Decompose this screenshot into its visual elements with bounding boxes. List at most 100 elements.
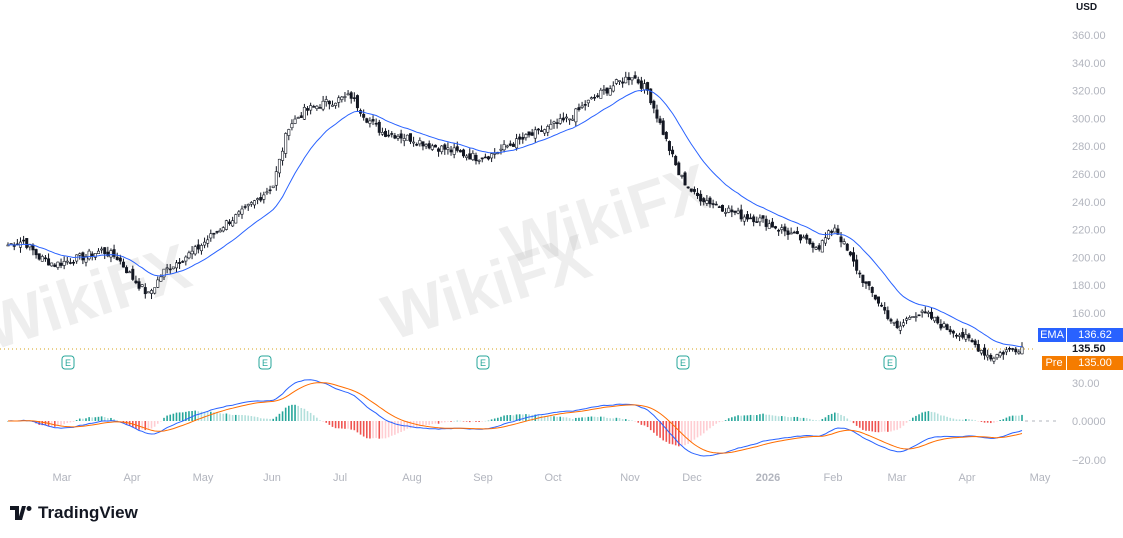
candle-body bbox=[327, 100, 331, 105]
macd-histogram-bar bbox=[312, 415, 315, 421]
candle-body bbox=[433, 144, 437, 148]
macd-histogram-bar bbox=[225, 413, 228, 421]
macd-histogram-bar bbox=[334, 421, 337, 429]
macd-histogram-bar bbox=[609, 418, 611, 421]
candle-body bbox=[611, 85, 615, 92]
macd-histogram-bar bbox=[144, 421, 147, 431]
macd-histogram-bar bbox=[82, 418, 84, 421]
candle-body bbox=[159, 276, 163, 282]
candle-body bbox=[948, 329, 952, 333]
macd-histogram-bar bbox=[450, 421, 452, 422]
candle-body bbox=[134, 280, 138, 284]
macd-histogram-bar bbox=[908, 419, 911, 421]
macd-histogram-bar bbox=[852, 421, 855, 424]
macd-histogram-bar bbox=[291, 404, 293, 421]
candle-body bbox=[511, 143, 515, 147]
candle-body bbox=[271, 185, 275, 188]
candle-body bbox=[1011, 348, 1015, 350]
candle-body bbox=[686, 186, 690, 189]
macd-histogram-bar bbox=[38, 421, 40, 425]
macd-histogram-bar bbox=[487, 420, 490, 422]
candle-body bbox=[455, 146, 459, 151]
candle-body bbox=[318, 107, 322, 109]
macd-histogram-bar bbox=[649, 421, 652, 431]
candle-body bbox=[671, 149, 675, 155]
candle-body bbox=[408, 133, 412, 142]
candle-body bbox=[493, 153, 497, 155]
candle-body bbox=[739, 209, 743, 220]
candle-body bbox=[614, 79, 618, 84]
macd-histogram-bar bbox=[294, 404, 296, 421]
candle-body bbox=[930, 311, 934, 319]
candle-body bbox=[415, 143, 419, 146]
macd-histogram-bar bbox=[646, 421, 649, 428]
candle-body bbox=[642, 83, 646, 91]
tradingview-logo[interactable]: TradingView bbox=[10, 503, 138, 523]
price-tick: 320.00 bbox=[1072, 86, 1106, 98]
candle-body bbox=[855, 259, 859, 271]
candle-body bbox=[795, 231, 799, 234]
macd-histogram-bar bbox=[883, 421, 886, 432]
macd-histogram-bar bbox=[509, 415, 512, 421]
candle-body bbox=[296, 117, 300, 119]
price-chart[interactable]: 360.00 340.00 320.00 300.00 280.00 260.00 240.… bbox=[0, 0, 1123, 500]
macd-histogram-bar bbox=[790, 417, 792, 421]
macd-histogram-bar bbox=[497, 417, 499, 421]
candle-body bbox=[40, 256, 44, 262]
macd-histogram-bar bbox=[575, 417, 577, 421]
tradingview-logo-icon bbox=[10, 506, 32, 520]
candle-body bbox=[1001, 352, 1005, 355]
macd-histogram-bar bbox=[540, 415, 543, 421]
candle-body bbox=[602, 89, 606, 91]
macd-histogram-bar bbox=[100, 416, 103, 421]
candle-body bbox=[786, 230, 790, 235]
macd-histogram-bar bbox=[584, 417, 586, 421]
x-tick: Sep bbox=[473, 472, 493, 484]
macd-histogram-bar bbox=[503, 415, 505, 421]
macd-histogram-bar bbox=[940, 415, 942, 421]
macd-histogram-bar bbox=[490, 419, 493, 421]
macd-histogram-bar bbox=[665, 421, 668, 442]
macd-histogram-bar bbox=[1002, 419, 1005, 421]
candle-body bbox=[199, 245, 203, 252]
candle-body bbox=[586, 99, 590, 104]
macd-histogram-bar bbox=[356, 421, 359, 433]
candle-body bbox=[802, 236, 806, 239]
candle-body bbox=[324, 99, 328, 103]
x-tick: Dec bbox=[682, 472, 702, 484]
candle-body bbox=[761, 215, 765, 219]
macd-histogram-bar bbox=[596, 417, 599, 421]
candle-body bbox=[1004, 349, 1008, 353]
macd-histogram-bar bbox=[462, 421, 465, 422]
macd-histogram-bar bbox=[259, 418, 262, 421]
candle-body bbox=[449, 149, 453, 153]
macd-histogram-bar bbox=[94, 417, 97, 421]
candle-body bbox=[789, 232, 793, 235]
macd-histogram-bar bbox=[531, 414, 533, 421]
candle-body bbox=[143, 287, 147, 295]
macd-histogram-bar bbox=[69, 421, 72, 423]
ema-line bbox=[7, 89, 1023, 348]
macd-histogram-bar bbox=[288, 405, 290, 421]
macd-histogram-bar bbox=[877, 421, 880, 433]
macd-histogram-bar bbox=[946, 416, 948, 421]
macd-histogram-bar bbox=[412, 421, 415, 428]
x-tick: Jul bbox=[333, 472, 347, 484]
candle-body bbox=[349, 92, 353, 99]
macd-histogram-bar bbox=[266, 418, 268, 421]
macd-histogram-bar bbox=[805, 418, 808, 421]
candle-body bbox=[399, 133, 403, 139]
macd-histogram-bar bbox=[546, 416, 549, 421]
ema-label: EMA bbox=[1038, 328, 1066, 342]
candle-body bbox=[343, 96, 347, 98]
earnings-marker-icon bbox=[258, 355, 272, 370]
candle-body bbox=[652, 100, 656, 109]
candle-body bbox=[128, 271, 132, 274]
candle-body bbox=[540, 130, 544, 132]
macd-histogram-bar bbox=[110, 417, 112, 421]
macd-histogram-bar bbox=[662, 421, 664, 441]
candle-body bbox=[355, 95, 359, 109]
macd-histogram-bar bbox=[752, 415, 755, 421]
macd-histogram-bar bbox=[643, 421, 646, 426]
macd-histogram-bar bbox=[206, 412, 209, 421]
